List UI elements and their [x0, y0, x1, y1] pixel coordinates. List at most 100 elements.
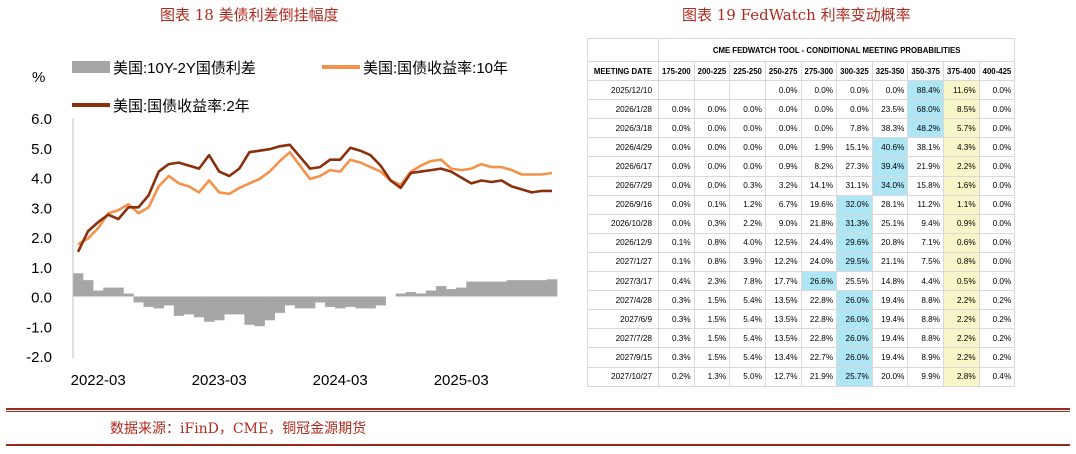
table-row: 2026/12/9 0.1% 0.8% 4.0% 12.5% 24.4% 29.6% 20.8…	[587, 232, 1016, 253]
probability-cell: 0.2%	[978, 328, 1016, 349]
probability-cell: 14.8%	[871, 271, 909, 292]
x-tick-label-0: 2022-03	[71, 372, 126, 389]
probability-cell: 25.5%	[836, 271, 873, 292]
probability-cell: 0.0%	[658, 137, 695, 158]
probability-cell: 21.8%	[800, 213, 838, 234]
source-note: 数据来源：iFinD，CME，铜冠金源期货	[110, 421, 367, 437]
y-tick-label-7: -1.0	[26, 319, 52, 336]
probability-cell: 29.6%	[836, 232, 873, 253]
probability-cell: 38.3%	[871, 118, 909, 139]
spread-bar	[304, 296, 316, 309]
probability-cell: 0.8%	[943, 251, 980, 273]
spread-bar	[405, 292, 417, 297]
spread-bar	[72, 273, 84, 297]
probability-cell: 19.4%	[871, 290, 909, 311]
probability-cell: 8.2%	[800, 156, 838, 177]
spread-bar	[113, 287, 124, 297]
column-header: 300-325	[836, 60, 873, 82]
meeting-date-cell: 2026/6/17	[587, 156, 659, 177]
meeting-date-cell: 2027/10/27	[587, 366, 659, 387]
spread-bar	[526, 280, 538, 297]
probability-cell: 2.8%	[943, 366, 980, 387]
y-tick-label-3: 3.0	[31, 200, 52, 217]
column-header: 225-250	[729, 60, 766, 82]
probability-cell: 0.4%	[658, 271, 695, 292]
probability-cell: 11.6%	[943, 80, 980, 101]
spread-bar	[345, 296, 356, 307]
probability-cell: 19.4%	[871, 328, 909, 349]
probability-cell: 0.0%	[658, 99, 695, 120]
series-line-2y	[76, 143, 552, 253]
x-axis-ticks: 2022-03 2023-03 2024-03 2025-03	[71, 372, 489, 389]
spread-bar	[214, 296, 225, 321]
spread-bar	[284, 296, 296, 306]
spread-bar	[315, 296, 326, 303]
table-row: 2027/7/28 0.3% 1.5% 5.4% 13.5% 22.8% 26.0% 19.4…	[587, 328, 1016, 349]
table-row: 2027/4/28 0.3% 1.5% 5.4% 13.5% 22.8% 26.0% 19.4…	[587, 290, 1016, 311]
probability-cell: 7.1%	[907, 232, 944, 253]
probability-cell: 0.2%	[978, 309, 1016, 330]
probability-cell: 12.2%	[764, 251, 802, 273]
probability-cell: 4.4%	[907, 271, 944, 292]
table-row: 2026/10/28 0.0% 0.3% 2.2% 9.0% 21.8% 31.3% 25.1…	[587, 213, 1016, 234]
probability-cell: 0.3%	[658, 309, 695, 330]
probability-cell: 0.0%	[729, 118, 766, 139]
table-title: CME FEDWATCH TOOL - CONDITIONAL MEETING …	[657, 38, 1016, 62]
spread-bar	[536, 280, 548, 297]
y-axis-unit-label: %	[32, 69, 45, 86]
probability-cell: 2.2%	[943, 290, 980, 311]
probability-cell: 34.0%	[871, 175, 909, 196]
legend-label-2y: 美国:国债收益率:2年	[113, 98, 250, 115]
probability-cell: 0.9%	[943, 213, 980, 234]
probability-cell: 31.3%	[836, 213, 873, 234]
probability-cell: 2.3%	[693, 271, 731, 292]
probability-cell: 13.5%	[764, 309, 802, 330]
spread-bar	[224, 296, 235, 315]
probability-cell: 0.0%	[693, 137, 731, 158]
meeting-date-cell: 2026/7/29	[587, 175, 659, 196]
probability-cell: 0.3%	[729, 175, 766, 196]
probability-cell: 0.0%	[729, 99, 766, 120]
probability-cell: 0.0%	[764, 118, 802, 139]
probability-cell: 32.0%	[836, 194, 873, 215]
probability-cell: 13.5%	[764, 328, 802, 349]
table-row: 2027/9/15 0.3% 1.5% 5.4% 13.4% 22.7% 26.0% 19.4…	[587, 347, 1016, 368]
spread-bar	[143, 296, 154, 307]
spread-bar	[516, 280, 528, 297]
probability-cell: 40.6%	[871, 137, 909, 158]
spread-bar	[123, 293, 134, 297]
probability-cell: 7.8%	[836, 118, 873, 139]
probability-cell: 21.9%	[907, 156, 944, 177]
probability-cell: 0.0%	[693, 118, 731, 139]
probability-cell: 1.5%	[693, 309, 731, 330]
table-row: 2026/7/29 0.0% 0.0% 0.3% 3.2% 14.1% 31.1% 34.0%…	[587, 175, 1016, 196]
probability-cell: 0.0%	[693, 156, 731, 177]
probability-cell: 1.5%	[693, 328, 731, 349]
meeting-date-cell: 2025/12/10	[587, 80, 659, 101]
series-line-10y	[77, 150, 553, 246]
probability-cell: 1.9%	[800, 137, 838, 158]
table-row: 2026/9/16 0.0% 0.1% 1.2% 6.7% 19.6% 32.0% 28.1%…	[587, 194, 1016, 215]
probability-cell: 0.0%	[978, 194, 1016, 215]
fedwatch-probability-table: CME FEDWATCH TOOL - CONDITIONAL MEETING …	[587, 38, 1016, 387]
probability-cell: 0.1%	[658, 251, 695, 273]
column-header: 275-300	[800, 60, 838, 82]
probability-cell: 0.5%	[943, 271, 980, 292]
probability-cell: 20.0%	[871, 366, 909, 387]
probability-cell: 0.0%	[978, 156, 1016, 177]
probability-cell: 22.7%	[800, 347, 838, 368]
probability-cell: 0.0%	[658, 194, 695, 215]
probability-cell: 5.4%	[729, 309, 766, 330]
spread-bar	[93, 290, 104, 297]
meeting-date-cell: 2026/10/28	[587, 213, 659, 234]
probability-cell: 0.0%	[978, 175, 1016, 196]
probability-cell: 0.0%	[658, 175, 695, 196]
spread-bar	[325, 296, 336, 307]
probability-cell: 27.3%	[836, 156, 873, 177]
x-tick-label-3: 2025-03	[434, 372, 489, 389]
treasury-spread-chart: % 6.05.04.03.02.01.00.0-1.0-2.0 2022-03 2…	[26, 60, 558, 389]
probability-cell: 24.4%	[800, 232, 838, 253]
probability-cell: 0.0%	[978, 137, 1016, 158]
spread-bar	[335, 296, 346, 309]
probability-cell: 19.4%	[871, 309, 909, 330]
